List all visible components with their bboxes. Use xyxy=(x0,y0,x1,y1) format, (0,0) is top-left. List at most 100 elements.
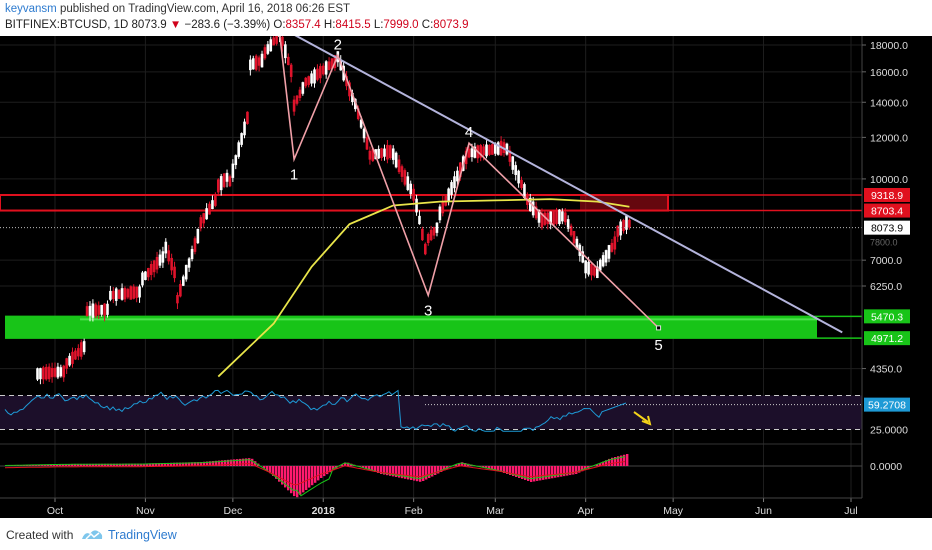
macd-histogram-bar xyxy=(152,463,155,466)
open-value: 8357.4 xyxy=(285,19,321,31)
macd-histogram-bar xyxy=(401,466,404,479)
support-zone-highlight xyxy=(80,318,817,321)
candle-body xyxy=(199,217,203,229)
candle-body xyxy=(126,289,130,298)
price-tag-bg xyxy=(864,309,910,324)
macd-histogram-bar xyxy=(209,461,212,466)
high-value: 8415.5 xyxy=(335,19,371,31)
resistance-zone-fill xyxy=(580,194,668,211)
candle-body xyxy=(377,148,380,159)
candle-body xyxy=(281,36,284,46)
macd-histogram-bar xyxy=(464,463,467,466)
macd-histogram-bar xyxy=(539,466,542,481)
candle-body xyxy=(228,176,232,187)
macd-histogram-bar xyxy=(164,462,167,466)
resistance-zone xyxy=(0,193,669,212)
candle-body xyxy=(421,228,424,241)
candle-body xyxy=(82,341,86,353)
candle-body xyxy=(88,305,92,316)
candle-body xyxy=(97,305,101,315)
macd-histogram-bar xyxy=(458,463,461,466)
price-change: −283.6 (−3.39%) xyxy=(184,19,271,31)
macd-histogram-bar xyxy=(239,458,242,466)
x-tick-label: Apr xyxy=(577,505,594,517)
macd-histogram-bar xyxy=(116,463,119,466)
candle-body xyxy=(447,188,450,201)
drawing-overlays: 1 2 3 4 5 xyxy=(0,36,862,378)
candle-body xyxy=(141,272,144,286)
candle-body xyxy=(365,137,369,150)
macd-histogram-bar xyxy=(527,466,530,481)
candle-body xyxy=(534,206,538,219)
price-chart[interactable]: 1 2 3 4 5 18000.0 16000.0 14000.0 12000.0 10000.… xyxy=(0,36,932,518)
macd-histogram-bar xyxy=(74,463,77,466)
macd-histogram-bar xyxy=(320,466,323,478)
candle-body xyxy=(540,213,544,228)
candle-body xyxy=(622,220,625,232)
price-axis: 18000.0 16000.0 14000.0 12000.0 10000.0 7000.… xyxy=(861,36,932,518)
macd-histogram-bar xyxy=(131,463,134,466)
macd-histogram-bar xyxy=(488,466,491,469)
macd-histogram-bar xyxy=(548,466,551,479)
macd-histogram-bar xyxy=(620,455,623,466)
candle-body xyxy=(450,182,453,195)
macd-histogram-bar xyxy=(173,462,176,466)
macd-histogram-bar xyxy=(284,466,287,488)
candle-body xyxy=(179,283,182,297)
candle-body xyxy=(286,56,290,66)
candle-body xyxy=(610,242,614,252)
tradingview-brand-link[interactable]: TradingView xyxy=(108,528,177,542)
candle-body xyxy=(272,37,275,46)
publication-line: keyvansm published on TradingView.com, A… xyxy=(5,3,350,15)
macd-histogram-bar xyxy=(518,466,521,478)
macd-histogram-bar xyxy=(386,466,389,476)
macd-histogram-bar xyxy=(53,464,56,466)
macd-histogram-bar xyxy=(95,463,98,466)
macd-histogram-bar xyxy=(296,466,299,498)
candle-body xyxy=(47,366,51,380)
macd-histogram-bar xyxy=(158,463,161,466)
macd-histogram-bar xyxy=(146,463,149,466)
x-tick-label: Feb xyxy=(405,505,423,517)
candle-body xyxy=(181,276,185,286)
candle-body xyxy=(103,303,106,316)
candle-body xyxy=(493,144,497,154)
macd-histogram-bar xyxy=(599,463,602,466)
x-tick-label: Jun xyxy=(755,505,772,517)
macd-histogram-bar xyxy=(512,466,515,476)
candle-body xyxy=(458,162,462,178)
wave-label-5: 5 xyxy=(654,337,662,354)
x-tick-label: Nov xyxy=(136,505,155,517)
macd-histogram-bar xyxy=(206,461,209,466)
macd-histogram-bar xyxy=(395,466,398,477)
candle-body xyxy=(511,156,515,170)
candle-body xyxy=(508,150,512,162)
candle-body xyxy=(284,44,287,59)
macd-histogram-bar xyxy=(155,463,158,466)
macd-histogram-bar xyxy=(227,459,230,466)
candle-body xyxy=(517,170,520,184)
candle-body xyxy=(616,225,620,237)
candle-body xyxy=(485,144,488,157)
candle-body xyxy=(36,368,39,380)
wave-label-3: 3 xyxy=(424,302,432,319)
candle-body xyxy=(575,238,579,249)
macd-histogram-bar xyxy=(119,463,122,466)
macd-histogram-bar xyxy=(332,466,335,471)
macd-histogram-bar xyxy=(521,466,524,479)
macd-histogram-bar xyxy=(188,462,191,466)
macd-histogram-bar xyxy=(65,463,68,466)
y-tick-label: 7000.0 xyxy=(870,255,902,267)
descending-trendline xyxy=(294,36,843,334)
candle-body xyxy=(187,258,191,268)
author-link[interactable]: keyvansm xyxy=(5,3,57,15)
macd-histogram-bar xyxy=(263,466,266,469)
macd-histogram-bar xyxy=(236,459,239,466)
macd-histogram-bar xyxy=(323,466,326,477)
macd-histogram-bar xyxy=(431,466,434,477)
candle-body xyxy=(196,229,200,244)
price-tag-label: 4971.2 xyxy=(871,333,903,345)
candle-body xyxy=(435,222,439,233)
macd-line xyxy=(4,456,626,497)
macd-pane xyxy=(0,454,862,498)
